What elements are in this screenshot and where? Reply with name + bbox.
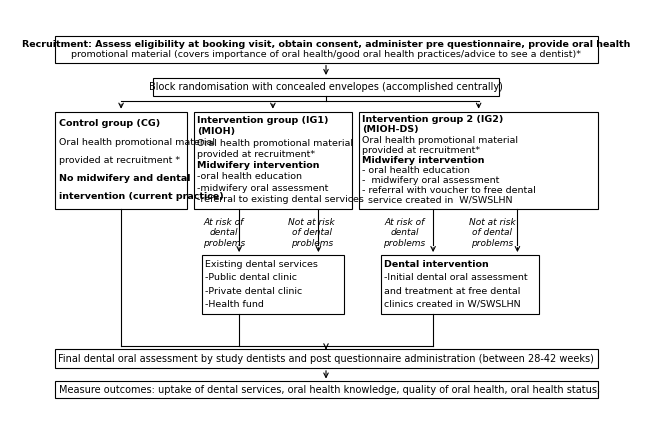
Text: Block randomisation with concealed envelopes (accomplished centrally): Block randomisation with concealed envel…	[149, 82, 503, 92]
Bar	[56, 112, 187, 209]
Bar	[153, 78, 499, 96]
Text: - oral health education: - oral health education	[362, 166, 470, 174]
Bar	[193, 112, 352, 209]
Text: -Public dental clinic: -Public dental clinic	[206, 273, 297, 283]
Bar	[56, 36, 597, 62]
Text: (MIOH): (MIOH)	[197, 127, 235, 136]
Text: Midwifery intervention: Midwifery intervention	[197, 161, 319, 170]
Bar	[202, 255, 343, 314]
Text: provided at recruitment *: provided at recruitment *	[59, 155, 180, 164]
Text: Measure outcomes: uptake of dental services, oral health knowledge, quality of o: Measure outcomes: uptake of dental servi…	[59, 385, 600, 395]
Bar	[359, 112, 597, 209]
Text: -referral to existing dental services: -referral to existing dental services	[197, 195, 364, 204]
Text: Midwifery intervention: Midwifery intervention	[362, 155, 485, 164]
Text: Oral health promotional material: Oral health promotional material	[197, 138, 353, 148]
Text: -  midwifery oral assessment: - midwifery oral assessment	[362, 176, 500, 184]
Bar	[56, 381, 597, 398]
Text: intervention (current practice): intervention (current practice)	[59, 192, 223, 201]
Bar	[381, 255, 539, 314]
Text: promotional material (covers importance of oral health/good oral health practice: promotional material (covers importance …	[71, 50, 581, 59]
Text: -Private dental clinic: -Private dental clinic	[206, 286, 302, 296]
Text: Recruitment: Assess eligibility at booking visit, obtain consent, administer pre: Recruitment: Assess eligibility at booki…	[22, 39, 631, 49]
Text: service created in  W/SWSLHN: service created in W/SWSLHN	[362, 196, 513, 205]
Text: provided at recruitment*: provided at recruitment*	[362, 145, 481, 155]
Text: - referral with voucher to free dental: - referral with voucher to free dental	[362, 186, 536, 195]
Text: Not at risk
of dental
problems: Not at risk of dental problems	[288, 218, 335, 248]
Text: Intervention group (IG1): Intervention group (IG1)	[197, 116, 328, 125]
Text: Oral health promotional material: Oral health promotional material	[362, 135, 518, 145]
Text: clinics created in W/SWSLHN: clinics created in W/SWSLHN	[384, 299, 521, 309]
Text: At risk of
dental
problems: At risk of dental problems	[203, 218, 245, 248]
Text: -Health fund: -Health fund	[206, 299, 264, 309]
Text: Intervention group 2 (IG2): Intervention group 2 (IG2)	[362, 115, 503, 125]
Text: Existing dental services: Existing dental services	[206, 260, 318, 270]
Text: At risk of
dental
problems: At risk of dental problems	[383, 218, 426, 248]
Text: and treatment at free dental: and treatment at free dental	[384, 286, 520, 296]
Text: -midwifery oral assessment: -midwifery oral assessment	[197, 184, 328, 193]
Text: Oral health promotional material: Oral health promotional material	[59, 138, 215, 147]
Text: Final dental oral assessment by study dentists and post questionnaire administra: Final dental oral assessment by study de…	[59, 354, 594, 364]
Text: -Initial dental oral assessment: -Initial dental oral assessment	[384, 273, 528, 283]
Text: No midwifery and dental: No midwifery and dental	[59, 174, 190, 183]
Bar	[56, 349, 597, 368]
Text: Control group (CG): Control group (CG)	[59, 119, 160, 128]
Text: -oral health education: -oral health education	[197, 172, 302, 181]
Text: Not at risk
of dental
problems: Not at risk of dental problems	[469, 218, 515, 248]
Text: Dental intervention: Dental intervention	[384, 260, 489, 270]
Text: provided at recruitment*: provided at recruitment*	[197, 150, 315, 159]
Text: (MIOH-DS): (MIOH-DS)	[362, 125, 419, 135]
